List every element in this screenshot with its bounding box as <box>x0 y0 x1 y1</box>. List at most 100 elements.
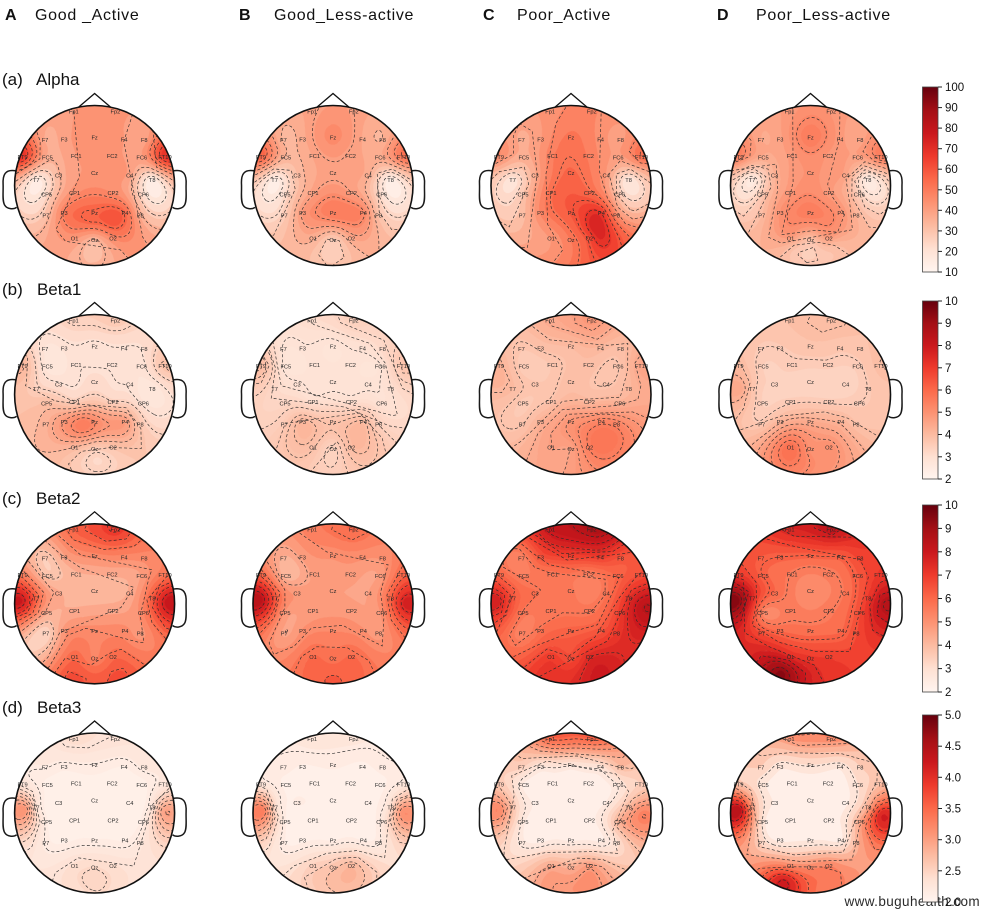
svg-text:P3: P3 <box>61 211 68 217</box>
svg-text:Fp1: Fp1 <box>785 737 795 743</box>
svg-text:Oz: Oz <box>91 238 98 244</box>
svg-text:P7: P7 <box>758 841 765 847</box>
svg-text:F3: F3 <box>777 765 784 771</box>
svg-text:CP2: CP2 <box>584 818 595 824</box>
svg-text:F4: F4 <box>597 137 604 143</box>
svg-text:O1: O1 <box>547 864 555 870</box>
svg-text:Fz: Fz <box>330 136 336 142</box>
svg-text:Cz: Cz <box>568 380 575 386</box>
svg-text:F3: F3 <box>777 137 784 143</box>
svg-text:Fp2: Fp2 <box>349 528 359 534</box>
svg-text:O1: O1 <box>787 655 795 661</box>
svg-text:T7: T7 <box>749 387 756 393</box>
svg-text:C3: C3 <box>55 592 62 598</box>
svg-text:CP5: CP5 <box>517 402 528 408</box>
svg-text:O1: O1 <box>71 237 79 243</box>
svg-text:P8: P8 <box>137 632 144 638</box>
svg-text:P4: P4 <box>598 420 605 426</box>
svg-text:P4: P4 <box>122 629 129 635</box>
svg-text:F7: F7 <box>280 556 287 562</box>
svg-text:O2: O2 <box>109 864 117 870</box>
svg-text:20: 20 <box>945 246 958 258</box>
svg-text:C3: C3 <box>531 382 538 388</box>
svg-text:CP1: CP1 <box>785 609 796 615</box>
svg-text:CP5: CP5 <box>517 611 528 617</box>
svg-text:Fz: Fz <box>568 554 574 560</box>
svg-text:FT10: FT10 <box>158 155 171 161</box>
svg-text:Pz: Pz <box>330 629 337 635</box>
svg-text:P8: P8 <box>375 632 382 638</box>
svg-text:F4: F4 <box>359 346 366 352</box>
svg-text:F3: F3 <box>299 556 306 562</box>
svg-text:Fp2: Fp2 <box>587 318 597 324</box>
svg-text:FC6: FC6 <box>613 783 624 789</box>
svg-text:F7: F7 <box>518 347 525 353</box>
svg-text:T8: T8 <box>865 178 872 184</box>
svg-text:Fp2: Fp2 <box>110 737 120 743</box>
svg-text:FC5: FC5 <box>280 574 291 580</box>
svg-text:FC2: FC2 <box>107 154 118 160</box>
svg-text:Fp2: Fp2 <box>110 318 120 324</box>
svg-text:9: 9 <box>945 523 951 535</box>
svg-text:CP1: CP1 <box>307 400 318 406</box>
svg-text:FC6: FC6 <box>136 574 147 580</box>
svg-text:Cz: Cz <box>330 589 337 595</box>
svg-text:P3: P3 <box>299 838 306 844</box>
svg-text:CP5: CP5 <box>757 193 768 199</box>
svg-text:T8: T8 <box>149 178 156 184</box>
svg-text:CP6: CP6 <box>614 820 625 826</box>
svg-text:FC2: FC2 <box>345 572 356 578</box>
svg-text:C4: C4 <box>842 801 849 807</box>
svg-text:Fp1: Fp1 <box>545 109 555 115</box>
svg-text:P7: P7 <box>281 841 288 847</box>
svg-text:T7: T7 <box>33 387 40 393</box>
svg-text:Fp1: Fp1 <box>307 318 317 324</box>
svg-text:5.0: 5.0 <box>945 710 961 722</box>
svg-text:FC1: FC1 <box>309 154 320 160</box>
svg-text:90: 90 <box>945 103 958 115</box>
svg-text:FC6: FC6 <box>136 156 147 162</box>
svg-text:P7: P7 <box>42 422 49 428</box>
svg-text:FC2: FC2 <box>583 154 594 160</box>
svg-text:C3: C3 <box>55 801 62 807</box>
svg-text:T7: T7 <box>749 178 756 184</box>
svg-text:Fp1: Fp1 <box>307 737 317 743</box>
svg-text:C3: C3 <box>293 801 300 807</box>
svg-text:O2: O2 <box>825 864 833 870</box>
svg-text:FC6: FC6 <box>852 365 863 371</box>
svg-text:T7: T7 <box>509 387 516 393</box>
svg-text:FC2: FC2 <box>823 154 834 160</box>
svg-text:C4: C4 <box>126 382 133 388</box>
svg-text:Cz: Cz <box>568 798 575 804</box>
svg-text:P3: P3 <box>537 838 544 844</box>
svg-text:Fp2: Fp2 <box>349 318 359 324</box>
svg-text:Oz: Oz <box>91 447 98 453</box>
svg-text:C3: C3 <box>293 382 300 388</box>
svg-text:Cz: Cz <box>91 589 98 595</box>
svg-text:FT10: FT10 <box>158 364 171 370</box>
svg-text:CP5: CP5 <box>517 820 528 826</box>
svg-text:F7: F7 <box>42 766 49 772</box>
svg-text:CP6: CP6 <box>854 820 865 826</box>
svg-text:F8: F8 <box>379 556 386 562</box>
svg-text:O1: O1 <box>547 655 555 661</box>
svg-text:CP2: CP2 <box>823 818 834 824</box>
svg-text:P4: P4 <box>598 629 605 635</box>
svg-text:P7: P7 <box>519 632 526 638</box>
svg-text:10: 10 <box>945 500 958 512</box>
svg-text:FC5: FC5 <box>42 365 53 371</box>
svg-text:Oz: Oz <box>567 656 574 662</box>
svg-text:Oz: Oz <box>807 447 814 453</box>
svg-text:P4: P4 <box>360 629 367 635</box>
svg-text:O1: O1 <box>71 864 79 870</box>
svg-text:C3: C3 <box>531 801 538 807</box>
svg-text:FT9: FT9 <box>18 782 28 788</box>
svg-text:T8: T8 <box>149 387 156 393</box>
svg-text:C4: C4 <box>842 173 849 179</box>
svg-text:F8: F8 <box>857 556 864 562</box>
svg-text:FT9: FT9 <box>256 155 266 161</box>
svg-text:Pz: Pz <box>807 629 814 635</box>
svg-text:50: 50 <box>945 185 958 197</box>
svg-text:P8: P8 <box>375 841 382 847</box>
svg-text:FC5: FC5 <box>518 783 529 789</box>
